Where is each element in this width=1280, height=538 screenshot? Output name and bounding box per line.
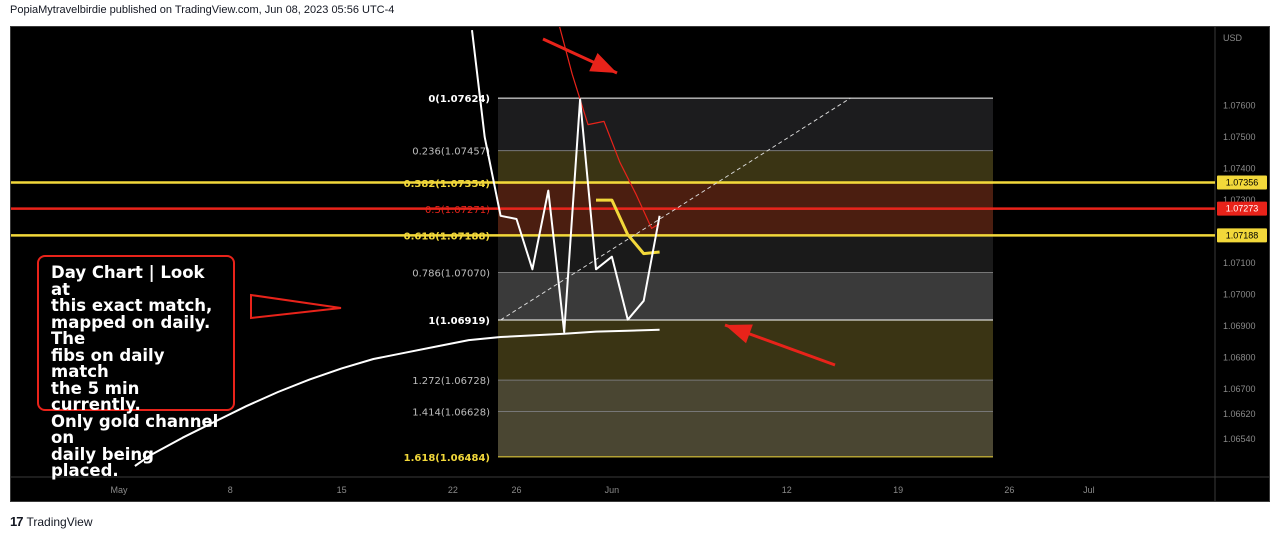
y-tick-1: 1.07500: [1223, 132, 1256, 142]
fib-zone-7: [498, 380, 993, 412]
price-badge-1: 1.07273: [1226, 204, 1259, 214]
fib-label-8: 1.414(1.06628): [412, 408, 490, 419]
tradingview-logo-icon: 17: [10, 514, 24, 529]
currency-label: USD: [1223, 33, 1243, 43]
fib-label-3: 0.5(1.07271): [425, 205, 490, 216]
x-tick-0: May: [110, 485, 128, 495]
gold-channel-line: [134, 328, 660, 467]
y-tick-2: 1.07400: [1223, 164, 1256, 174]
x-tick-8: 26: [1004, 485, 1014, 495]
y-tick-6: 1.06900: [1223, 321, 1256, 331]
price-chart[interactable]: 0(1.07624) 0.236(1.07457) 0.382(1.07354) 0.…: [11, 27, 1269, 501]
fib-zone-0: [498, 98, 993, 151]
annotation-callout: Day Chart | Look at this exact match, ma…: [37, 255, 235, 479]
y-tick-3: 1.07300: [1223, 195, 1256, 205]
red-arrow-top-head: [589, 53, 617, 73]
y-tick-8: 1.06700: [1223, 384, 1256, 394]
x-tick-2: 15: [337, 485, 347, 495]
chart-frame[interactable]: 0(1.07624) 0.236(1.07457) 0.382(1.07354) 0.…: [10, 26, 1270, 502]
fib-label-1: 0.236(1.07457): [412, 147, 490, 158]
x-tick-1: 8: [228, 485, 233, 495]
y-tick-10: 1.06540: [1223, 434, 1256, 444]
price-badge-bg-1: [1217, 201, 1267, 216]
fib-label-4: 0.618(1.07188): [404, 231, 490, 242]
fib-label-7: 1.272(1.06728): [412, 376, 490, 387]
x-tick-7: 19: [893, 485, 903, 495]
price-badge-bg-0: [1217, 175, 1267, 190]
footer-brand: TradingView: [26, 514, 93, 529]
fib-label-2: 0.382(1.07354): [404, 179, 490, 190]
fib-zone-5: [498, 272, 993, 320]
price-badge-bg-2: [1217, 228, 1267, 243]
x-tick-9: Jul: [1083, 485, 1095, 495]
red-overlay-line: [559, 27, 660, 229]
y-tick-4: 1.07100: [1223, 258, 1256, 268]
y-tick-0: 1.07600: [1223, 101, 1256, 111]
y-tick-9: 1.06620: [1223, 409, 1256, 419]
price-badge-2: 1.07188: [1226, 230, 1259, 240]
fib-label-6: 1(1.06919): [428, 316, 490, 327]
fib-label-9: 1.618(1.06484): [404, 453, 490, 464]
y-tick-5: 1.07000: [1223, 289, 1256, 299]
fib-label-0: 0(1.07624): [428, 94, 490, 105]
fib-zone-4: [498, 235, 993, 273]
x-tick-6: 12: [782, 485, 792, 495]
gold-overlay-line: [596, 198, 660, 256]
callout-pointer: [250, 293, 342, 320]
fib-zone-1: [498, 150, 993, 184]
trend-line: [500, 97, 851, 321]
x-tick-4: 26: [511, 485, 521, 495]
fib-label-5: 0.786(1.07070): [412, 268, 490, 279]
price-line: [471, 29, 661, 334]
y-tick-7: 1.06800: [1223, 352, 1256, 362]
x-tick-3: 22: [448, 485, 458, 495]
publisher-header: PopiaMytravelbirdie published on Trading…: [10, 4, 395, 16]
red-arrow-bottom-head: [725, 324, 753, 344]
footer: 17 TradingView: [10, 514, 93, 529]
x-tick-5: Jun: [605, 485, 620, 495]
fib-zone-8: [498, 411, 993, 457]
price-badge-0: 1.07356: [1226, 177, 1259, 187]
